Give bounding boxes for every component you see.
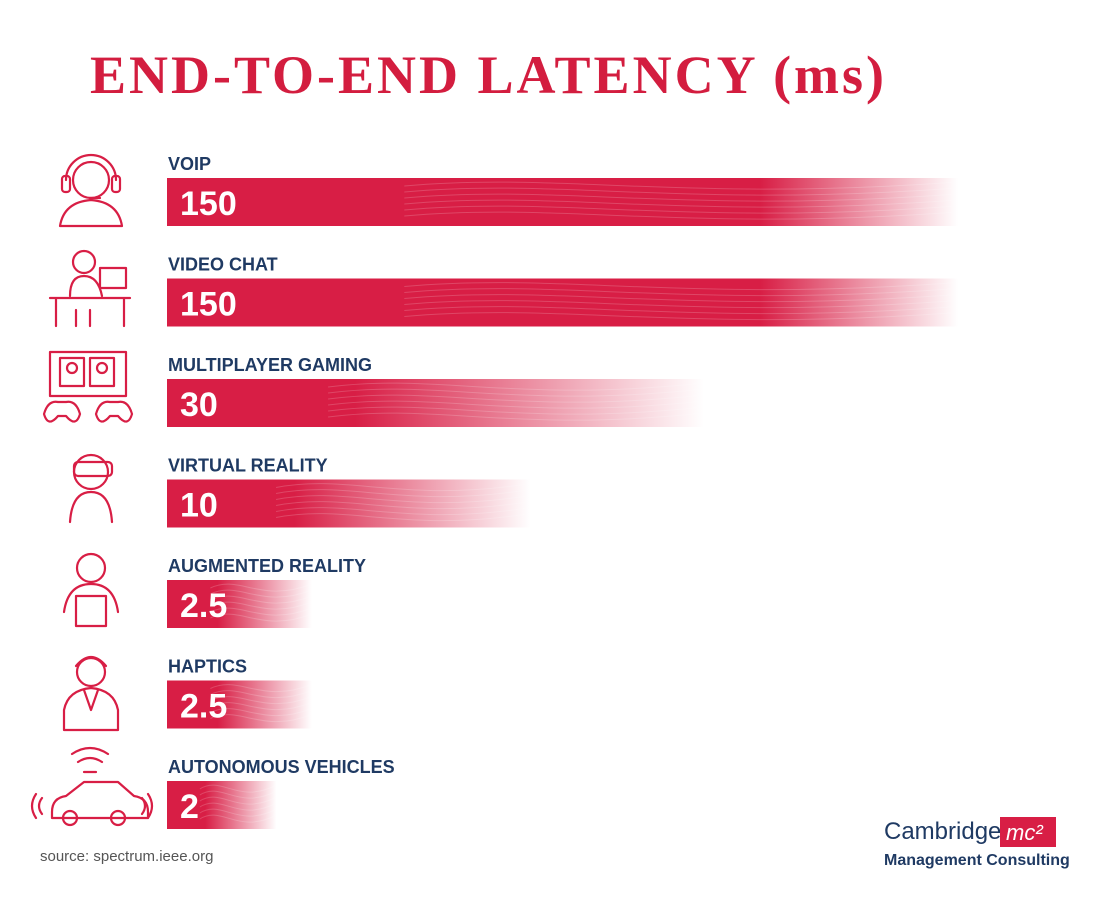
logo-mark: mc² — [1006, 820, 1043, 845]
bar-texture — [210, 595, 312, 604]
bar-texture — [404, 205, 959, 214]
bar — [167, 278, 958, 327]
bar-texture — [210, 684, 312, 693]
logo-name: Cambridge — [884, 818, 1001, 845]
bar-texture — [210, 696, 312, 705]
bar-texture — [210, 583, 312, 592]
category-label: AUTONOMOUS VEHICLES — [168, 757, 395, 777]
bar — [167, 580, 312, 628]
bar-texture — [328, 406, 704, 415]
bar-texture — [210, 708, 312, 717]
bar-texture — [275, 483, 531, 492]
bar-texture — [404, 211, 959, 220]
bar-texture — [210, 714, 312, 723]
value-label: 10 — [180, 487, 218, 525]
bar-texture — [404, 288, 959, 297]
bar-texture — [404, 300, 959, 309]
bar-texture — [275, 501, 531, 510]
bar-texture — [328, 394, 704, 403]
bar-texture — [199, 802, 277, 811]
bar-texture — [275, 513, 531, 522]
bar-texture — [328, 412, 704, 421]
bar — [167, 680, 312, 729]
bar — [167, 781, 277, 829]
source: source: spectrum.ieee.org — [40, 848, 213, 865]
bar-texture — [404, 294, 959, 303]
icons — [30, 153, 154, 827]
bar-texture — [404, 193, 959, 202]
bar-texture — [210, 589, 312, 598]
bar — [167, 479, 531, 528]
bar-texture — [210, 613, 312, 622]
chart-title: END-TO-END LATENCY (ms) — [90, 45, 887, 105]
bar-texture — [199, 796, 277, 805]
bar-texture — [199, 814, 277, 823]
value-label: 2 — [180, 788, 199, 826]
bar-texture — [328, 382, 704, 391]
bar-texture — [404, 199, 959, 208]
bar-texture — [199, 790, 277, 799]
value-label: 150 — [180, 286, 237, 324]
bar — [167, 379, 704, 427]
category-label: MULTIPLAYER GAMING — [168, 355, 372, 375]
bar-texture — [275, 495, 531, 504]
bar-texture — [210, 690, 312, 699]
bar — [167, 178, 958, 226]
bar-texture — [328, 400, 704, 409]
category-label: VIRTUAL REALITY — [168, 456, 328, 476]
value-label: 2.5 — [180, 688, 227, 726]
category-label: VIDEO CHAT — [168, 255, 278, 275]
value-label: 30 — [180, 386, 218, 424]
bar-texture — [210, 601, 312, 610]
bar-texture — [404, 187, 959, 196]
value-label: 2.5 — [180, 587, 227, 625]
bar-texture — [404, 306, 959, 315]
category-label: VOIP — [168, 154, 211, 174]
bar-texture — [328, 388, 704, 397]
bar-texture — [404, 312, 959, 321]
category-label: HAPTICS — [168, 657, 247, 677]
bar-texture — [199, 784, 277, 793]
category-label: AUGMENTED REALITY — [168, 556, 366, 576]
logo-tagline: Management Consulting — [884, 852, 1070, 869]
bar-texture — [210, 607, 312, 616]
bar-texture — [404, 181, 959, 190]
bar-texture — [275, 489, 531, 498]
value-label: 150 — [180, 185, 237, 223]
logo-badge — [1000, 817, 1056, 847]
bar-texture — [275, 507, 531, 516]
bar-texture — [199, 808, 277, 817]
bar-texture — [404, 282, 959, 291]
bar-texture — [210, 702, 312, 711]
